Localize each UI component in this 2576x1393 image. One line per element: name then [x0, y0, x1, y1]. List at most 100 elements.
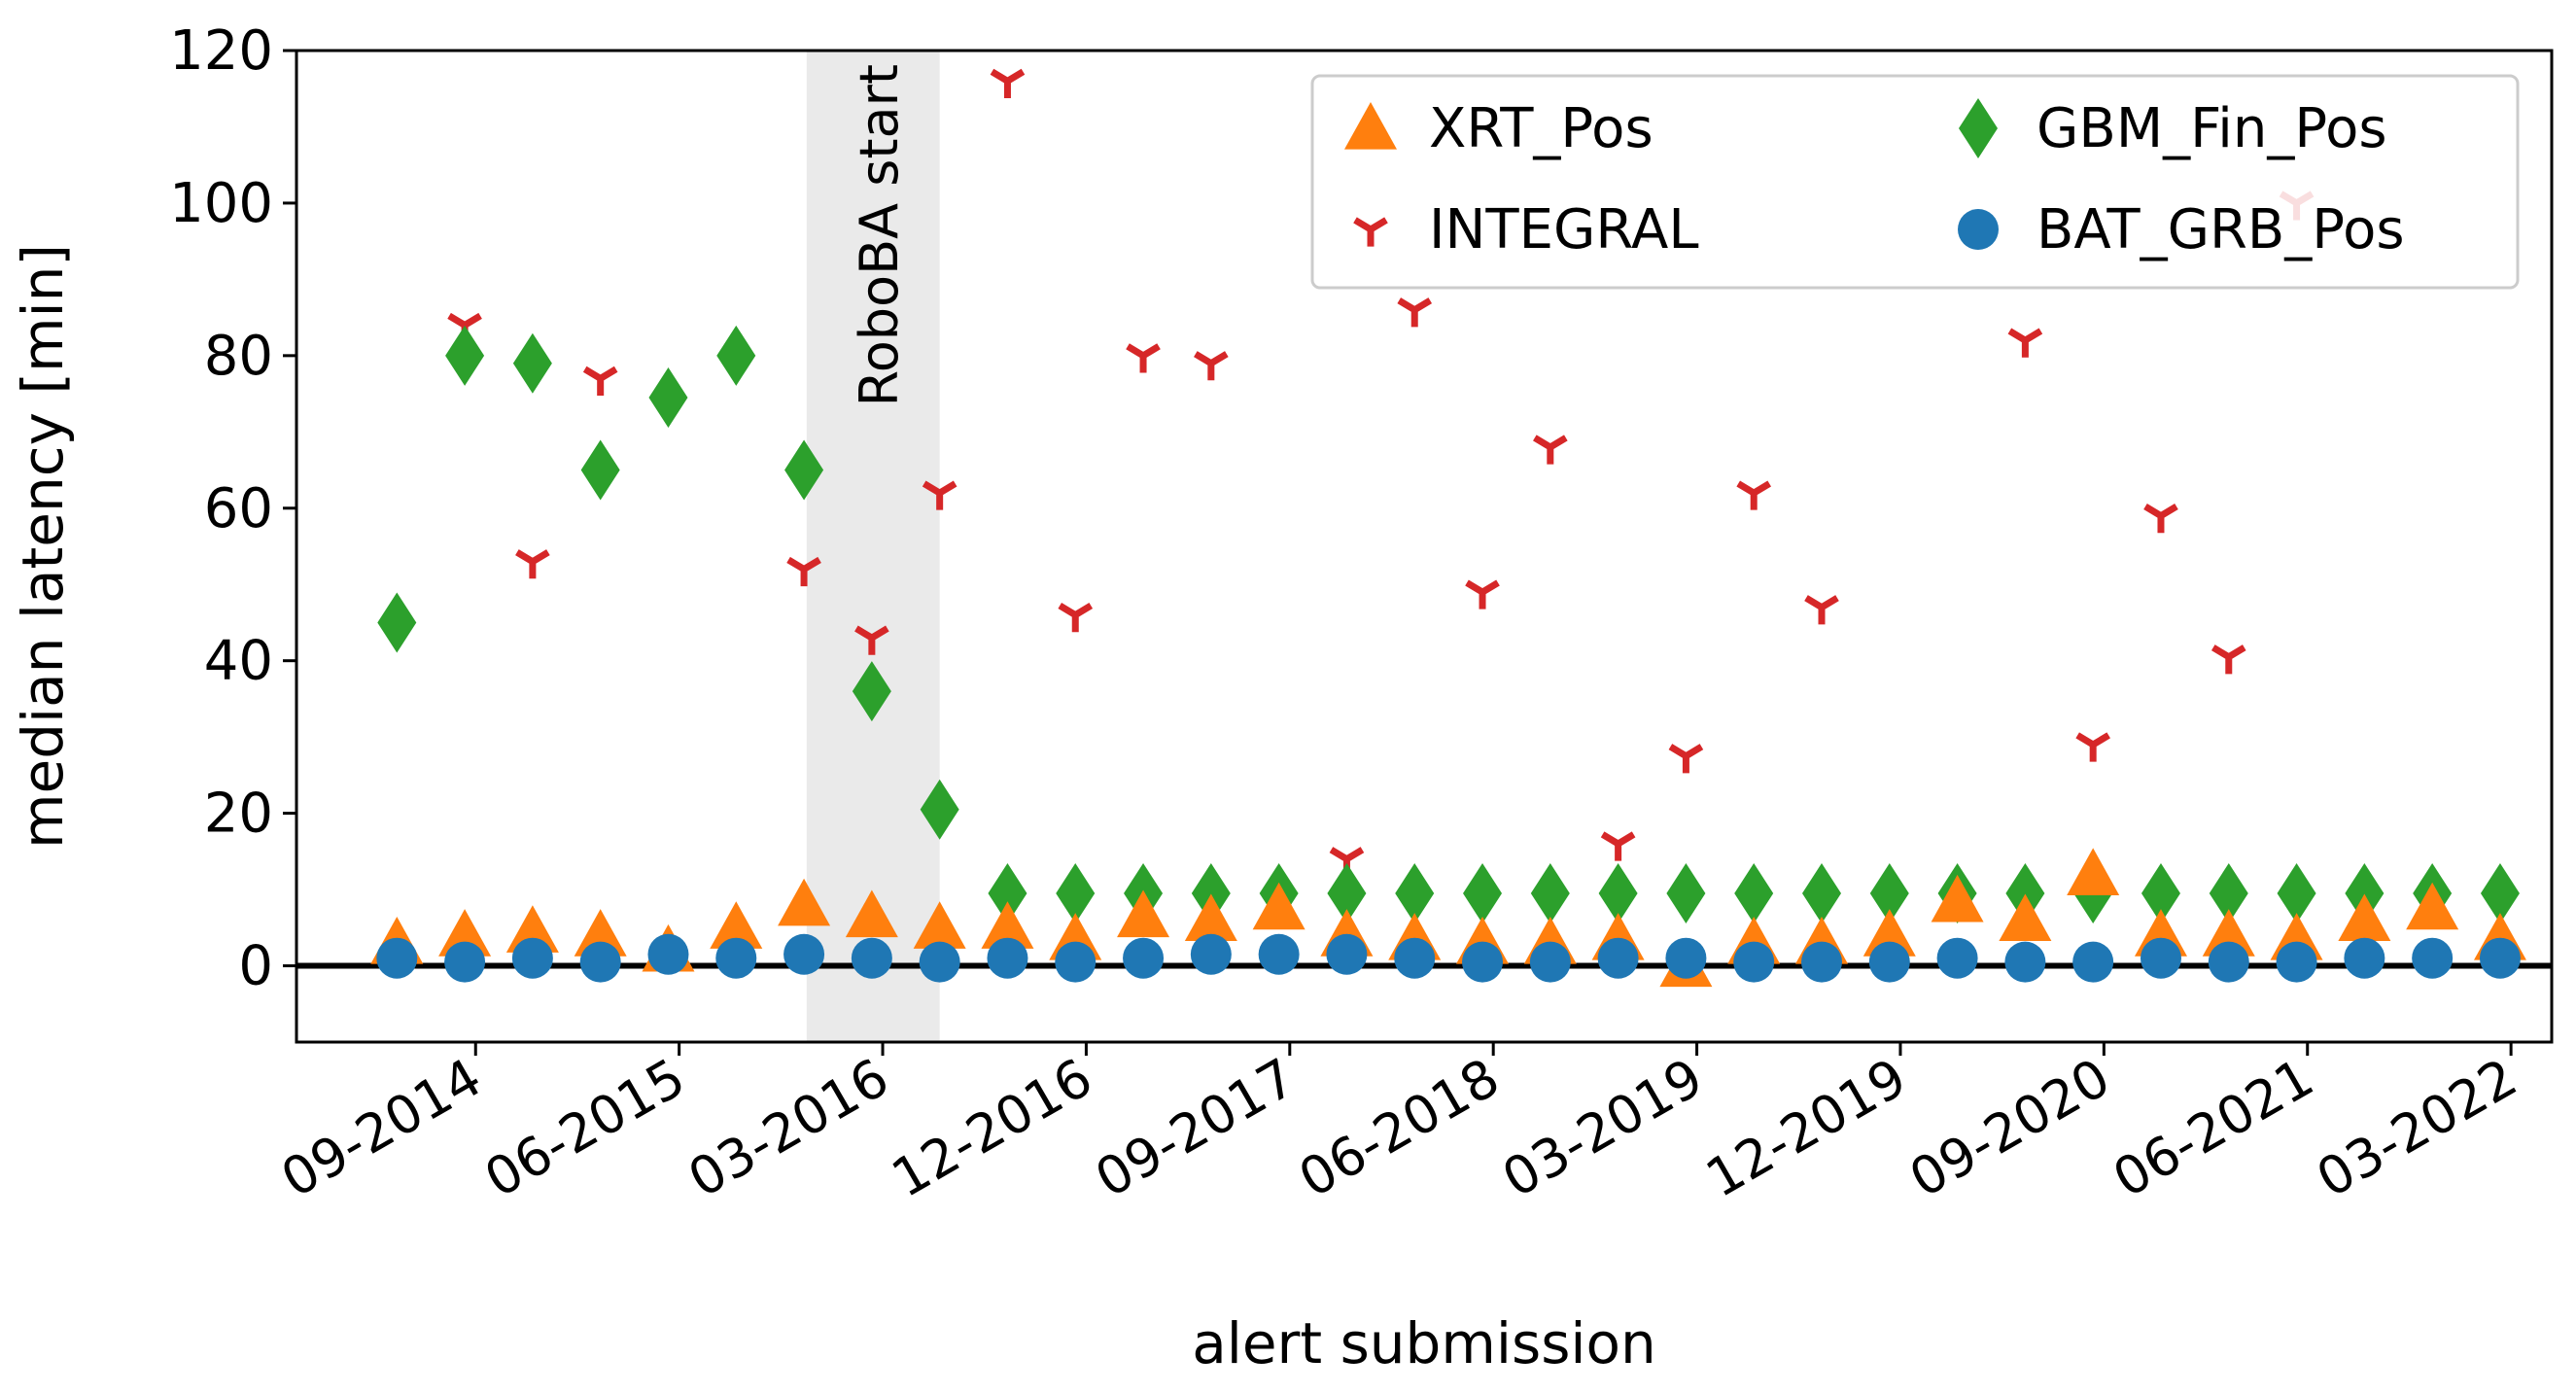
data-point-bat-grb-pos [1055, 941, 1097, 983]
data-point-integral [2143, 504, 2178, 534]
y-tick-label: 40 [204, 630, 273, 693]
data-point-integral [2210, 644, 2246, 675]
data-point-bat-grb-pos [1801, 941, 1843, 983]
data-point-integral [2007, 328, 2043, 358]
legend-label: INTEGRAL [1429, 198, 1699, 261]
y-tick-label: 100 [169, 172, 273, 235]
data-point-xrt-pos [981, 901, 1034, 949]
y-axis-label: median latency [min] [10, 244, 76, 849]
x-tick-label: 12-2019 [1696, 1047, 1917, 1209]
y-tick-label: 80 [204, 325, 273, 388]
y-tick-label: 60 [204, 477, 273, 540]
data-point-xrt-pos [505, 905, 559, 953]
data-point-bat-grb-pos [2276, 941, 2317, 983]
x-tick-label: 09-2014 [271, 1047, 492, 1209]
data-point-gbm-fin-pos [1327, 863, 1367, 923]
data-point-bat-grb-pos [2004, 941, 2046, 983]
y-tick-label: 20 [204, 783, 273, 846]
data-point-bat-grb-pos [2412, 937, 2454, 979]
legend-marker-xrt-pos [1344, 102, 1397, 150]
data-point-gbm-fin-pos [1463, 863, 1503, 923]
data-point-integral [990, 68, 1026, 98]
x-tick-label: 06-2015 [474, 1047, 695, 1209]
data-point-gbm-fin-pos [1734, 863, 1774, 923]
data-point-xrt-pos [2067, 848, 2120, 895]
data-point-bat-grb-pos [987, 937, 1028, 979]
x-tick-label: 03-2022 [2307, 1047, 2527, 1209]
data-point-integral [1804, 595, 1839, 625]
legend-label: GBM_Fin_Pos [2036, 97, 2387, 160]
shaded-region [806, 51, 940, 1042]
data-point-xrt-pos [1862, 909, 1916, 957]
data-point-gbm-fin-pos [580, 439, 620, 501]
data-point-gbm-fin-pos [716, 325, 756, 386]
data-point-bat-grb-pos [1462, 941, 1504, 983]
data-point-gbm-fin-pos [2345, 863, 2385, 923]
data-point-gbm-fin-pos [1191, 863, 1231, 923]
x-axis: 09-201406-201503-201612-201609-201706-20… [271, 1042, 2527, 1209]
data-point-gbm-fin-pos [512, 332, 552, 394]
data-point-bat-grb-pos [919, 941, 960, 983]
data-point-integral [515, 549, 550, 579]
data-point-gbm-fin-pos [920, 779, 959, 840]
data-point-bat-grb-pos [1394, 937, 1436, 979]
data-point-integral [1736, 480, 1772, 510]
legend-marker-bat-grb-pos [1958, 209, 1999, 250]
data-point-bat-grb-pos [715, 937, 757, 979]
data-point-xrt-pos [1184, 893, 1237, 942]
data-point-bat-grb-pos [2344, 937, 2385, 979]
data-point-integral [1600, 831, 1636, 861]
data-point-bat-grb-pos [376, 937, 418, 979]
data-point-gbm-fin-pos [1395, 863, 1435, 923]
data-point-integral [854, 625, 889, 655]
x-tick-label: 06-2021 [2103, 1047, 2323, 1209]
x-tick-label: 03-2019 [1492, 1047, 1713, 1209]
series-gbm-fin-pos [377, 325, 2520, 923]
data-point-gbm-fin-pos [2005, 863, 2045, 923]
legend-label: BAT_GRB_Pos [2036, 198, 2405, 261]
legend-box [1310, 74, 2520, 290]
data-point-gbm-fin-pos [2480, 863, 2520, 923]
data-point-xrt-pos [2338, 893, 2391, 942]
data-point-xrt-pos [1931, 874, 1984, 923]
x-tick-label: 09-2020 [1899, 1047, 2120, 1209]
x-tick-label: 03-2016 [679, 1047, 899, 1209]
data-point-bat-grb-pos [1190, 933, 1232, 975]
data-point-gbm-fin-pos [852, 661, 891, 722]
data-point-xrt-pos [574, 909, 627, 957]
y-axis: 0 20 40 60 80 100 120 [169, 19, 296, 998]
data-point-bat-grb-pos [2140, 937, 2181, 979]
data-point-gbm-fin-pos [1056, 863, 1096, 923]
data-point-gbm-fin-pos [1598, 863, 1638, 923]
legend: XRT_Pos INTEGRAL GBM_Fin_Pos BAT_GRB_Pos [1310, 74, 2520, 290]
data-point-gbm-fin-pos [648, 367, 688, 428]
data-point-integral [1058, 603, 1094, 633]
y-tick-label: 120 [169, 19, 273, 83]
data-point-xrt-pos [710, 901, 763, 949]
data-point-xrt-pos [438, 909, 492, 957]
data-point-gbm-fin-pos [988, 863, 1027, 923]
data-point-bat-grb-pos [1326, 933, 1368, 975]
data-point-bat-grb-pos [1123, 937, 1165, 979]
data-point-bat-grb-pos [1529, 941, 1571, 983]
data-point-xrt-pos [913, 901, 966, 949]
data-point-bat-grb-pos [1936, 937, 1978, 979]
data-point-integral [786, 556, 821, 587]
data-point-gbm-fin-pos [1666, 863, 1706, 923]
data-point-bat-grb-pos [1868, 941, 1910, 983]
data-point-gbm-fin-pos [2141, 863, 2180, 923]
data-point-bat-grb-pos [579, 941, 621, 983]
data-point-bat-grb-pos [1258, 933, 1300, 975]
legend-marker-integral [1353, 217, 1388, 247]
legend-marker-gbm-fin-pos [1959, 98, 1998, 158]
data-point-integral [1465, 579, 1500, 609]
data-point-gbm-fin-pos [445, 325, 485, 386]
data-point-xrt-pos [1117, 889, 1170, 938]
data-point-bat-grb-pos [1597, 937, 1639, 979]
data-point-integral [1126, 343, 1161, 373]
x-tick-label: 12-2016 [882, 1047, 1102, 1209]
data-point-bat-grb-pos [1665, 937, 1707, 979]
data-point-bat-grb-pos [2208, 941, 2249, 983]
data-point-bat-grb-pos [1733, 941, 1775, 983]
